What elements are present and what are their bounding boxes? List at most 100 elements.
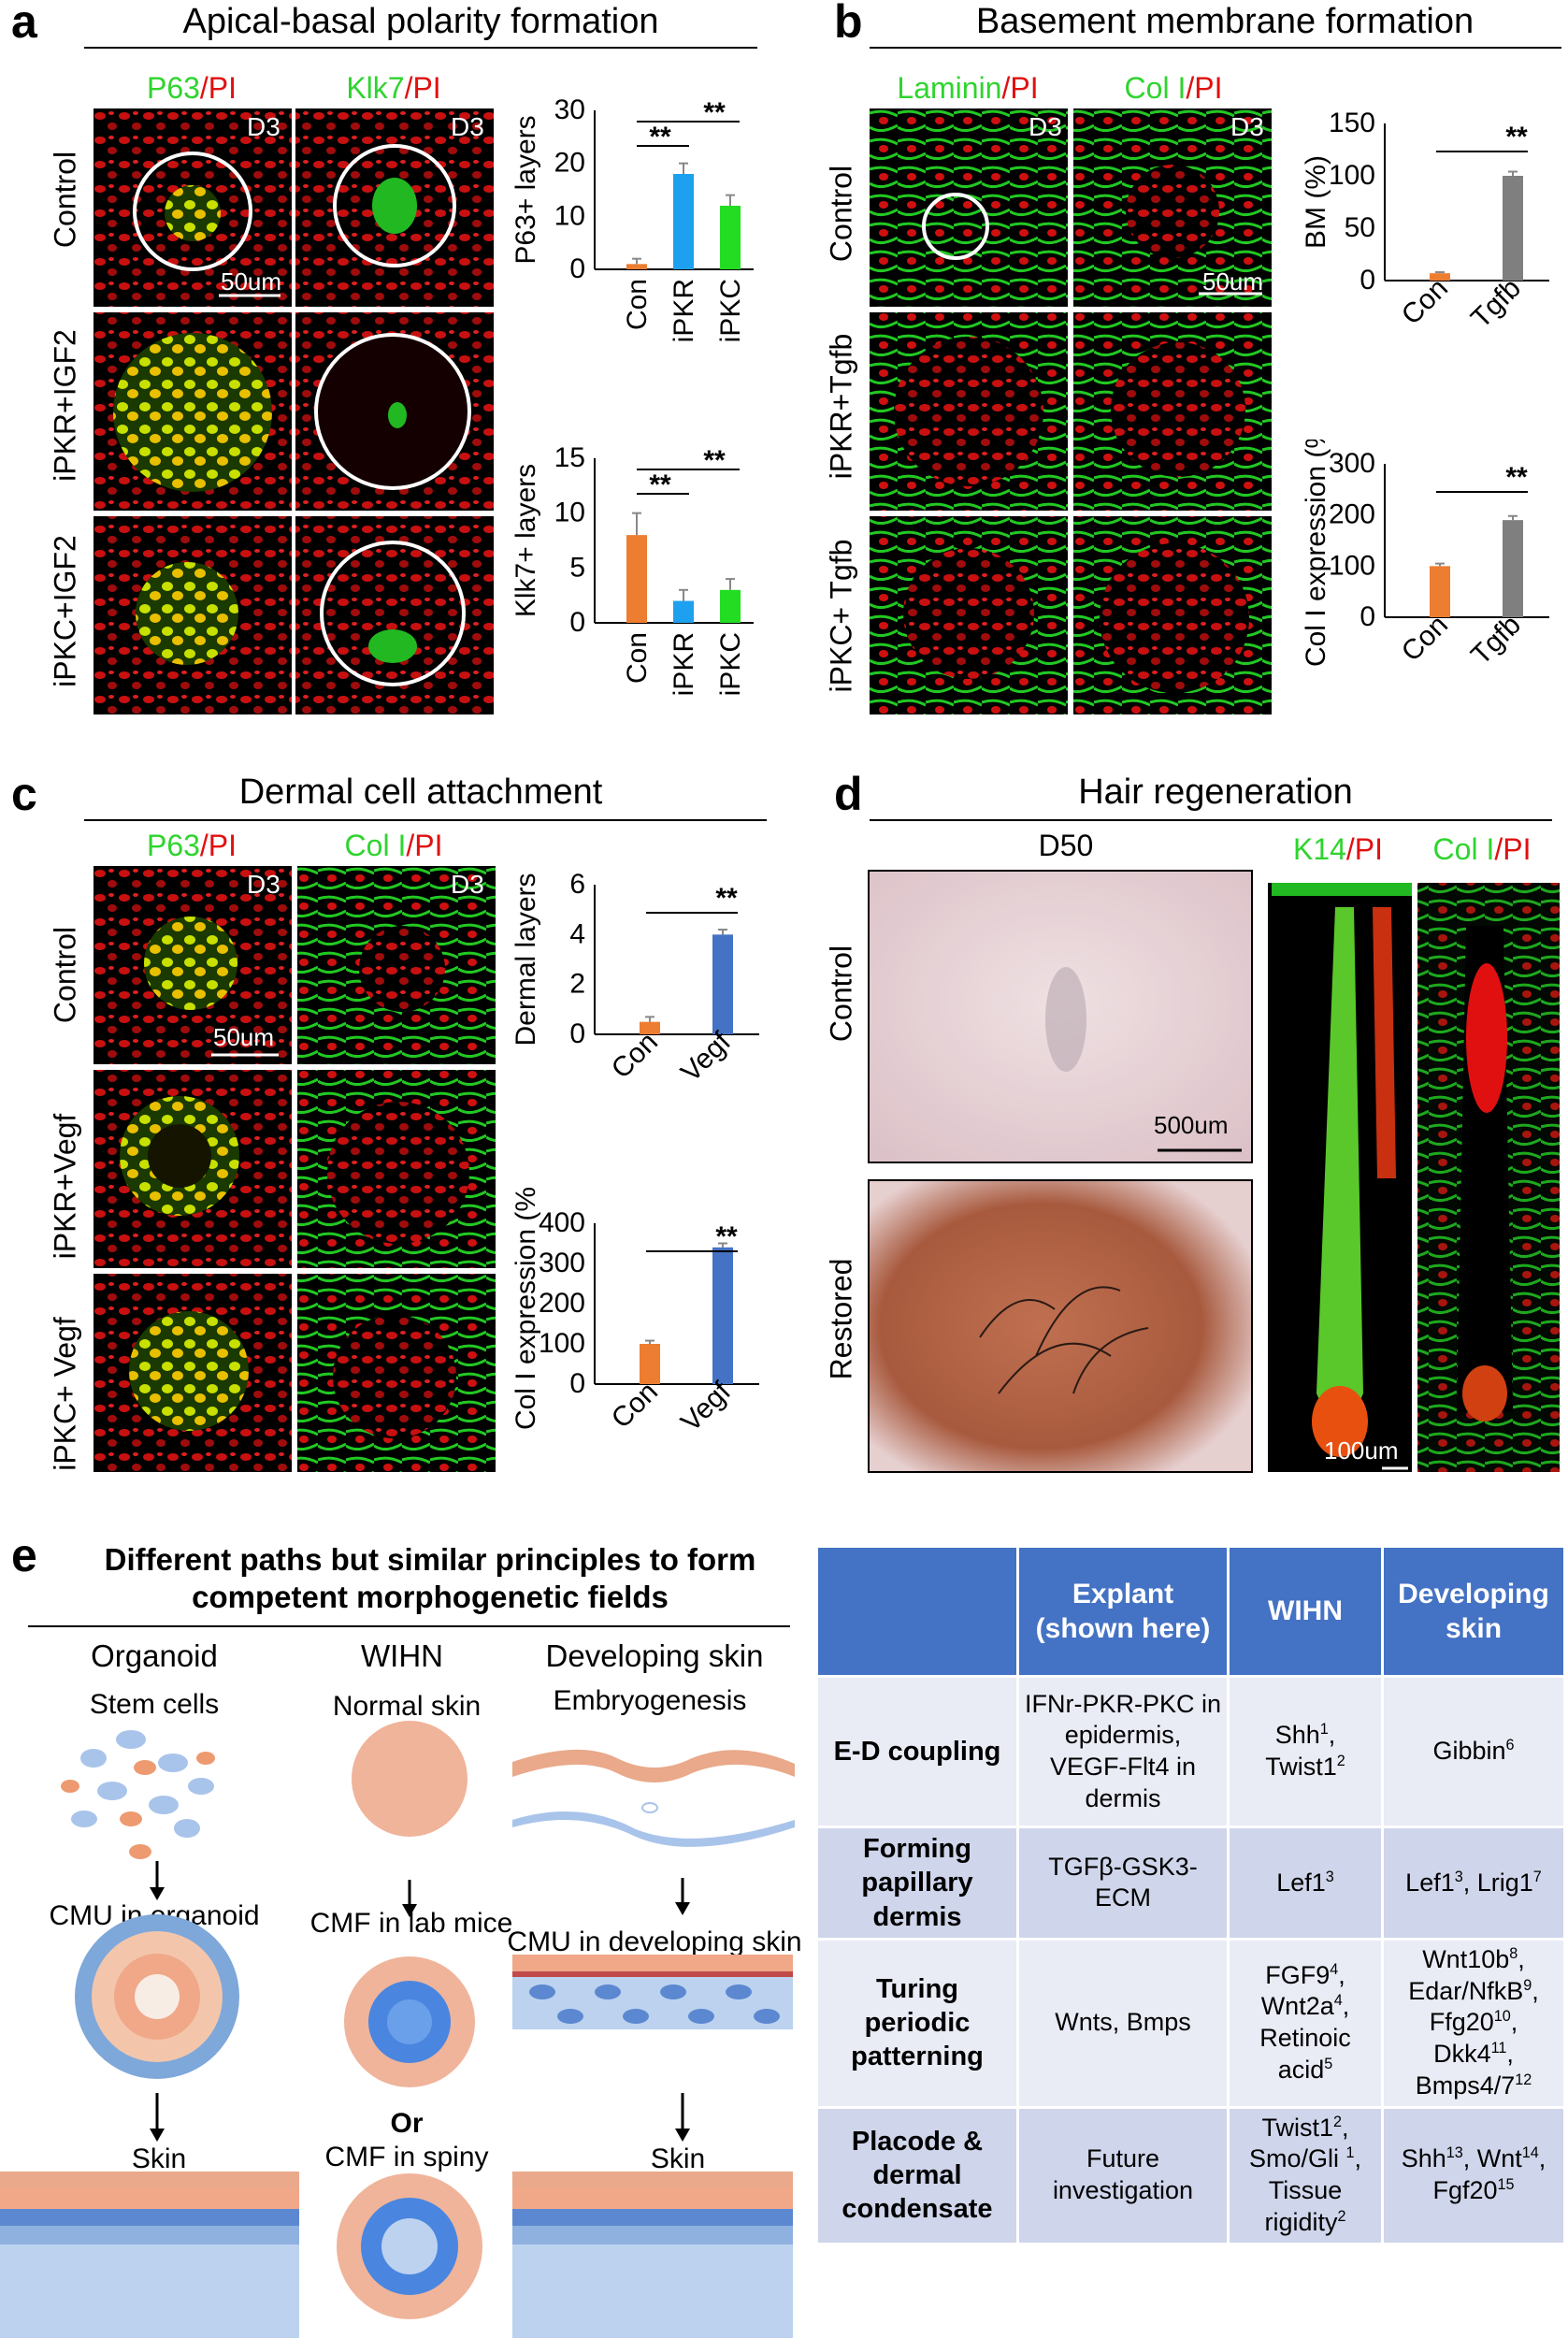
x-tick-label: iPKR (669, 279, 699, 342)
x-tick-label: Con (622, 632, 653, 684)
table-row: Forming papillary dermis TGFβ-GSK3-ECM Lef… (815, 1826, 1566, 1941)
panel-b-day-label-1: D3 (1029, 112, 1062, 141)
significance-label: ** (1505, 462, 1528, 493)
table-cell-row-label: Turing periodic patterning (815, 1937, 1019, 2109)
panel-a-scalebar-label: 50um (221, 267, 282, 296)
panel-a-col1-header: P63/PI (146, 71, 237, 105)
y-tick-label: 4 (569, 918, 585, 949)
panel-e-wihn-step3: CMF in spiny (324, 2142, 489, 2172)
panel-a-title: Apical-basal polarity formation (182, 2, 659, 41)
panel-a-row-label-ipkr: iPKR+IGF2 (48, 329, 82, 482)
y-tick-label: 5 (569, 552, 585, 583)
panel-d-rule (870, 819, 1552, 821)
table-row: E-D coupling IFNr-PKR-PKC in epidermis, V… (815, 1675, 1566, 1828)
y-tick-label: 300 (539, 1248, 585, 1278)
y-tick-label: 15 (554, 442, 585, 473)
significance-label: ** (703, 97, 726, 128)
y-tick-label: 2 (569, 969, 585, 1000)
panel-b-micrographs (870, 108, 1272, 714)
table-header-row: Explant (shown here) WIHN Developing ski… (815, 1545, 1566, 1678)
y-tick-label: 200 (539, 1288, 585, 1319)
panel-c-letter: c (11, 768, 37, 820)
y-tick-label: 200 (1329, 499, 1375, 530)
significance-label: ** (715, 883, 738, 914)
bar (626, 535, 647, 623)
bar (1430, 273, 1450, 281)
bar (712, 934, 733, 1034)
panel-c-day-label-2: D3 (451, 870, 484, 899)
panel-e-organoid-step3: Skin (131, 2143, 187, 2174)
panel-c-row-label-ipkr: iPKR+Vegf (48, 1113, 82, 1260)
panel-d-scalebar1-label: 500um (1154, 1111, 1229, 1139)
panel-c-col2-header: Col I/PI (344, 829, 443, 862)
significance-label: ** (649, 122, 671, 152)
y-axis-label: Col I expression (%) (511, 1188, 541, 1430)
panel-c-rule (84, 819, 767, 821)
x-tick-label: Vegf (675, 1026, 737, 1088)
y-tick-label: 150 (1329, 108, 1375, 138)
chart-a2: 0 5 10 15 Klk7+ layers Con iPKR iPKC ** ** (511, 442, 754, 696)
panel-e-dev-step1: Embryogenesis (553, 1685, 747, 1716)
panel-a-micrographs (94, 108, 494, 714)
bar (1503, 520, 1523, 617)
x-tick-label: Tgfb (1465, 610, 1527, 671)
y-tick-label: 6 (569, 869, 585, 900)
significance-label: ** (649, 469, 671, 500)
panel-d-col2-header: K14/PI (1292, 832, 1384, 866)
panel-b-col2-header: Col I/PI (1124, 71, 1223, 105)
table-cell-wihn: FGF94, Wnt2a4, Retinoic acid5 (1227, 1937, 1384, 2109)
table-cell-wihn: Shh1, Twist12 (1227, 1675, 1384, 1828)
table-cell-developing-skin: Gibbin6 (1381, 1675, 1566, 1828)
x-tick-label: iPKC (715, 632, 746, 696)
bar (720, 589, 741, 623)
panel-e-col-dev: Developing skin (545, 1638, 764, 1673)
table-header-empty (815, 1545, 1019, 1678)
y-tick-label: 100 (1329, 160, 1375, 191)
panel-d-row-label-restored: Restored (824, 1258, 858, 1380)
panel-e-rule (28, 1625, 790, 1627)
table-cell-row-label: Placode & dermal condensate (815, 2105, 1019, 2245)
panel-d-day-label: D50 (1038, 829, 1094, 862)
bar (673, 174, 694, 269)
table-cell-explant: Wnts, Bmps (1016, 1937, 1230, 2109)
panel-a-col2-header: Klk7/PI (346, 71, 441, 105)
panel-c-micrographs (94, 866, 496, 1472)
panel-e-dev-step2: CMU in developing skin (507, 1927, 802, 1957)
panel-d-col3-header: Col I/PI (1432, 832, 1532, 866)
panel-e-col-wihn: WIHN (361, 1638, 443, 1673)
panel-b-scalebar-label: 50um (1202, 267, 1264, 296)
y-tick-label: 50 (1345, 212, 1375, 243)
table-cell-developing-skin: Shh13, Wnt14, Fgf2015 (1381, 2105, 1566, 2245)
y-axis-label: Klk7+ layers (511, 464, 541, 617)
table-row: Turing periodic patterning Wnts, Bmps FGF9… (815, 1937, 1566, 2109)
panel-d-images (868, 870, 1560, 1473)
table-cell-explant: Future investigation (1016, 2105, 1230, 2245)
table-row: Placode & dermal condensate Future invest… (815, 2105, 1566, 2245)
table-cell-developing-skin: Wnt10b8, Edar/NfkB9, Ffg2010, Dkk411, Bm… (1381, 1937, 1566, 2109)
y-tick-label: 0 (569, 1368, 585, 1399)
x-tick-label: iPKR (669, 632, 699, 696)
panel-d-row-label-control: Control (824, 945, 858, 1043)
y-tick-label: 300 (1329, 448, 1375, 479)
x-tick-label: Vegf (675, 1376, 737, 1437)
panel-e-col-organoid: Organoid (91, 1638, 218, 1673)
y-tick-label: 100 (539, 1328, 585, 1359)
y-tick-label: 400 (539, 1207, 585, 1238)
panel-c-row-label-control: Control (48, 926, 82, 1024)
panel-a-row-label-control: Control (48, 151, 82, 249)
x-tick-label: iPKC (715, 279, 746, 342)
panel-a-letter: a (11, 0, 37, 48)
panel-c-day-label-1: D3 (247, 870, 281, 899)
panel-b-rule (870, 47, 1561, 49)
panel-e-schematic (0, 1721, 795, 2338)
y-tick-label: 0 (569, 253, 585, 284)
panel-d-scalebar2-label: 100um (1324, 1436, 1399, 1465)
y-tick-label: 0 (569, 607, 585, 638)
bar (673, 600, 694, 623)
panel-e-wihn-step1: Normal skin (332, 1691, 482, 1722)
table-cell-developing-skin: Lef13, Lrig17 (1381, 1826, 1566, 1941)
y-axis-label: P63+ layers (511, 115, 541, 264)
table-header-explant: Explant (shown here) (1016, 1545, 1230, 1678)
